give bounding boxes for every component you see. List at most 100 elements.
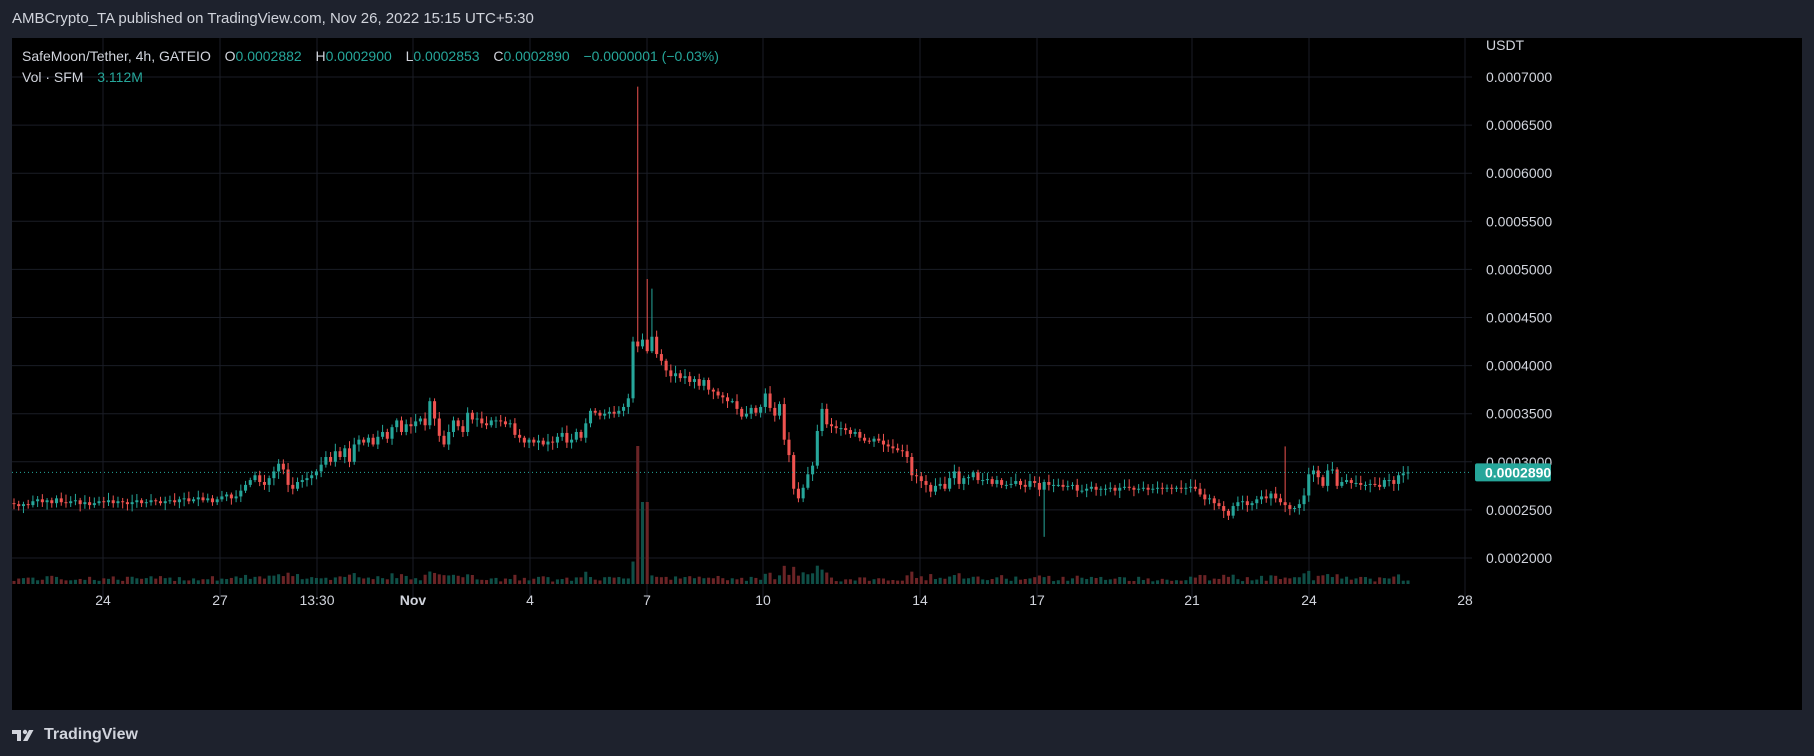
candlestick-chart[interactable]: USDT 0.00020000.00025000.00030000.000350… (12, 38, 1802, 710)
volume-bar (1080, 577, 1084, 584)
volume-bar (102, 578, 106, 584)
volume-bar (971, 576, 975, 584)
volume-bar (792, 566, 796, 584)
candle-body (220, 496, 224, 500)
volume-bar (1174, 580, 1178, 584)
candle-body (674, 373, 678, 377)
volume-bar (225, 579, 229, 584)
legend-symbol[interactable]: SafeMoon/Tether, 4h, GATEIO (22, 48, 211, 64)
candle-body (329, 456, 333, 462)
volume-bar (896, 580, 900, 584)
volume-bar (513, 574, 517, 584)
candle-body (144, 502, 148, 504)
volume-bar (1264, 580, 1268, 584)
candle-body (428, 401, 432, 426)
candle-body (1283, 502, 1287, 506)
volume-bar (919, 576, 923, 584)
volume-bar (485, 580, 489, 584)
volume-bar (210, 576, 215, 584)
tradingview-logo-icon[interactable] (12, 727, 40, 743)
candle-body (295, 482, 300, 489)
candle-body (900, 450, 904, 452)
candle-body (116, 501, 120, 504)
volume-bar (584, 571, 588, 584)
candle-body (773, 407, 777, 416)
candle-body (1307, 474, 1311, 496)
volume-bar (244, 574, 248, 584)
volume-bar (735, 579, 739, 584)
price-axis-background[interactable] (1472, 38, 1602, 710)
candle-body (1137, 488, 1141, 490)
volume-bar (1245, 577, 1249, 584)
candle-body (475, 418, 479, 420)
candle-body (1066, 485, 1070, 487)
y-tick-label: 0.0004000 (1486, 358, 1552, 374)
candle-body (210, 498, 215, 503)
volume-bar (744, 580, 748, 584)
candle-body (456, 420, 460, 427)
volume-bar (773, 579, 777, 584)
candle-body (560, 432, 564, 437)
chart-frame[interactable]: USDT 0.0002000 0.0002500 0.0003000 0.000350… (12, 38, 1802, 710)
chart-legend: SafeMoon/Tether, 4h, GATEIO O0.0002882 H… (22, 46, 719, 88)
candle-body (593, 410, 597, 413)
volume-bar (1203, 575, 1207, 584)
volume-bar (636, 446, 640, 584)
candle-body (1075, 484, 1079, 491)
candle-body (277, 463, 281, 472)
volume-bar (1184, 580, 1188, 584)
volume-bar (26, 577, 30, 584)
y-tick-label: 0.0005000 (1486, 261, 1552, 277)
candle-body (173, 500, 177, 503)
volume-bar (192, 578, 196, 584)
candle-body (21, 504, 25, 507)
volume-bar (21, 578, 25, 584)
candle-body (177, 499, 181, 503)
candle-body (78, 500, 82, 505)
volume-bar (612, 577, 616, 584)
candle-body (69, 501, 73, 504)
x-tick-label: 14 (912, 592, 928, 608)
volume-bar (631, 561, 635, 584)
candle-body (1207, 498, 1212, 500)
volume-bar (1222, 574, 1226, 584)
candle-body (1056, 484, 1060, 486)
candle-body (1184, 487, 1188, 489)
volume-bar (272, 575, 276, 584)
volume-bar (674, 576, 678, 584)
x-tick-label: 17 (1029, 592, 1045, 608)
volume-bar (144, 578, 148, 584)
volume-bar (981, 579, 985, 584)
candle-body (300, 480, 304, 483)
candle-body (697, 379, 701, 386)
volume-bar (366, 577, 370, 584)
volume-bar (915, 577, 919, 584)
volume-bar (1406, 580, 1410, 584)
candle-body (574, 431, 578, 440)
candle-body (239, 490, 243, 497)
candle-body (362, 439, 366, 443)
volume-bar (395, 578, 399, 584)
volume-bar (1382, 578, 1386, 584)
last-price-badge-bg (1475, 463, 1551, 482)
candle-body (54, 498, 59, 504)
candle-body (834, 426, 838, 429)
candle-body (768, 393, 772, 408)
candle-body (966, 477, 971, 479)
candle-body (622, 406, 626, 411)
candle-body (863, 437, 867, 441)
footer-brand[interactable]: TradingView (44, 726, 138, 743)
volume-bar (385, 579, 389, 584)
candle-body (546, 441, 550, 445)
legend-volume-label[interactable]: Vol · SFM (22, 69, 84, 85)
volume-bar (891, 580, 895, 584)
volume-bar (258, 576, 262, 584)
candle-body (1122, 486, 1127, 488)
candle-body (1094, 486, 1098, 490)
volume-bar (522, 577, 526, 584)
candle-body (423, 418, 427, 426)
volume-bar (716, 575, 720, 584)
candle-body (995, 480, 999, 484)
candle-body (92, 503, 96, 506)
candle-body (1141, 487, 1145, 489)
